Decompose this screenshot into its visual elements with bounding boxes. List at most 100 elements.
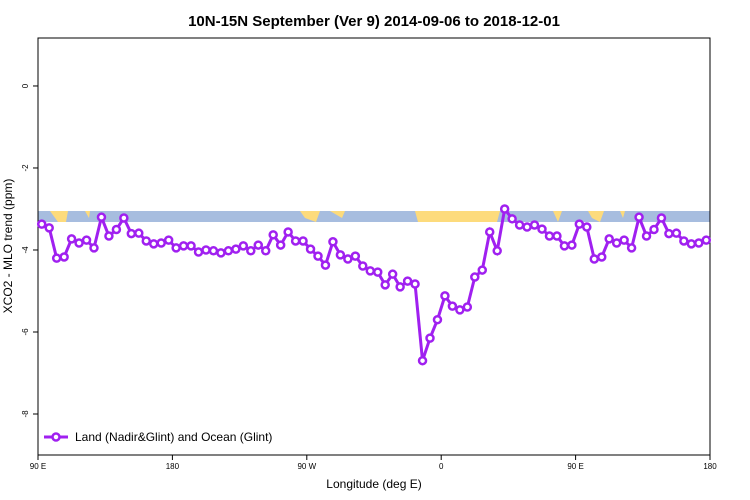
data-point [537, 224, 547, 234]
data-point [223, 246, 234, 256]
data-point [395, 282, 405, 292]
data-point [119, 213, 129, 223]
x-tick-label: 180 [703, 462, 717, 471]
data-point [679, 236, 689, 246]
data-point [178, 241, 189, 251]
data-point [410, 279, 420, 289]
data-point [343, 254, 353, 264]
data-point [432, 314, 443, 325]
data-point [231, 244, 241, 254]
data-point [358, 261, 368, 271]
data-point [156, 238, 166, 248]
data-point [313, 251, 323, 261]
data-point [499, 204, 510, 214]
data-point [544, 231, 555, 241]
data-point [335, 250, 346, 260]
data-point [567, 240, 577, 250]
legend-marker [51, 432, 61, 442]
data-point [492, 246, 502, 256]
data-point [582, 222, 592, 232]
data-point [380, 280, 390, 290]
y-tick-label: -2 [21, 164, 30, 172]
data-point [694, 238, 704, 248]
data-point [186, 241, 196, 251]
data-point [596, 252, 607, 262]
data-point [425, 333, 435, 343]
data-point [671, 228, 682, 238]
data-point [574, 219, 585, 229]
x-tick-label: 180 [166, 462, 180, 471]
data-point [253, 240, 264, 250]
data-point [298, 236, 308, 246]
data-point [74, 238, 84, 248]
data-point [440, 291, 450, 301]
data-point [634, 212, 644, 222]
data-point [104, 231, 114, 241]
y-tick-label: -6 [21, 328, 30, 336]
data-point [275, 240, 286, 250]
data-point [372, 267, 383, 277]
data-point [208, 246, 219, 256]
y-tick-label: -8 [21, 410, 30, 418]
data-point [664, 228, 674, 239]
data-point [126, 228, 137, 239]
data-point [514, 220, 525, 230]
data-point [201, 245, 211, 255]
data-point [134, 228, 144, 238]
land-ocean-strip [38, 211, 710, 222]
data-point [701, 235, 712, 245]
chart-title: 10N-15N September (Ver 9) 2014-09-06 to … [188, 13, 560, 30]
data-point [552, 231, 562, 241]
data-point [619, 235, 629, 245]
data-point [484, 227, 495, 237]
data-point [417, 355, 428, 366]
data-point [51, 253, 62, 263]
data-point [455, 305, 465, 315]
data-point [470, 272, 480, 282]
data-point [559, 241, 570, 251]
data-point [163, 235, 174, 245]
data-point [328, 237, 338, 247]
x-tick-label: 90 W [297, 462, 316, 471]
data-point [171, 243, 181, 253]
data-point [507, 214, 517, 224]
data-point [260, 246, 271, 256]
data-point [641, 231, 652, 241]
data-point [216, 248, 226, 258]
y-axis-label: XCO2 - MLO trend (ppm) [1, 179, 15, 314]
data-point [686, 239, 697, 249]
y-tick-label: -4 [21, 246, 30, 254]
data-point [649, 224, 659, 235]
data-point [96, 212, 107, 222]
data-point [402, 276, 413, 286]
x-tick-label: 0 [439, 462, 444, 471]
data-point [66, 234, 77, 244]
data-point [656, 213, 667, 223]
data-point [365, 266, 376, 276]
x-tick-label: 90 E [567, 462, 583, 471]
data-point [36, 219, 47, 229]
data-point [522, 222, 532, 232]
data-point [283, 227, 293, 237]
data-point [44, 223, 54, 233]
data-point [59, 252, 69, 262]
data-point [193, 247, 204, 257]
data-point [320, 260, 331, 270]
data-point [611, 238, 622, 248]
data-point [529, 220, 540, 230]
data-point [246, 246, 256, 256]
data-point [477, 265, 488, 275]
x-tick-label: 90 E [30, 462, 46, 471]
data-point [462, 302, 473, 312]
data-point [268, 230, 278, 240]
data-point [238, 241, 249, 251]
x-axis-label: Longitude (deg E) [326, 477, 421, 491]
data-point [141, 236, 152, 246]
data-point [111, 224, 122, 235]
data-point [148, 239, 159, 249]
data-point [81, 235, 92, 245]
data-point [387, 269, 398, 279]
data-point [305, 244, 316, 254]
plot-frame [37, 37, 711, 456]
